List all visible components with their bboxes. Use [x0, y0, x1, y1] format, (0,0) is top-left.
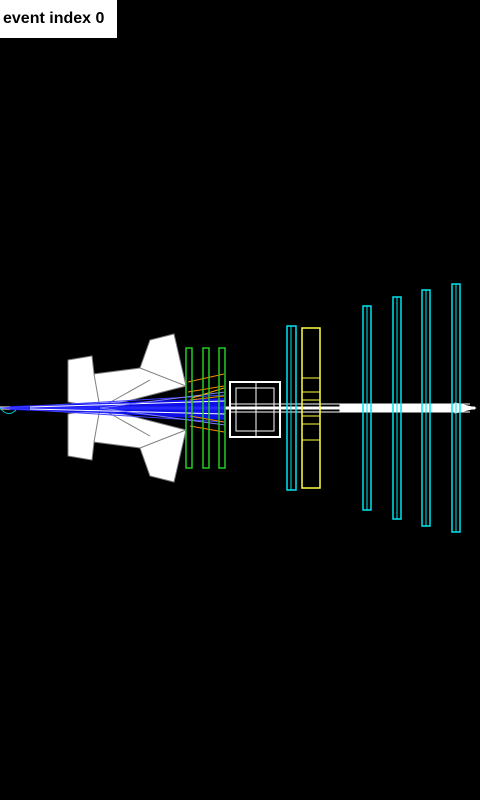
trd-station-3 — [218, 347, 226, 469]
magnet-upper — [67, 333, 187, 409]
magnet-lower — [67, 407, 187, 483]
ecal — [301, 327, 321, 489]
event-index-label: event index 0 — [0, 0, 117, 38]
trd-station-2 — [202, 347, 210, 469]
rich-detector — [229, 381, 281, 438]
muon-stations — [362, 283, 461, 533]
trd-station-1 — [185, 347, 193, 469]
trd-stations — [185, 347, 226, 469]
tof-wall — [286, 325, 297, 491]
